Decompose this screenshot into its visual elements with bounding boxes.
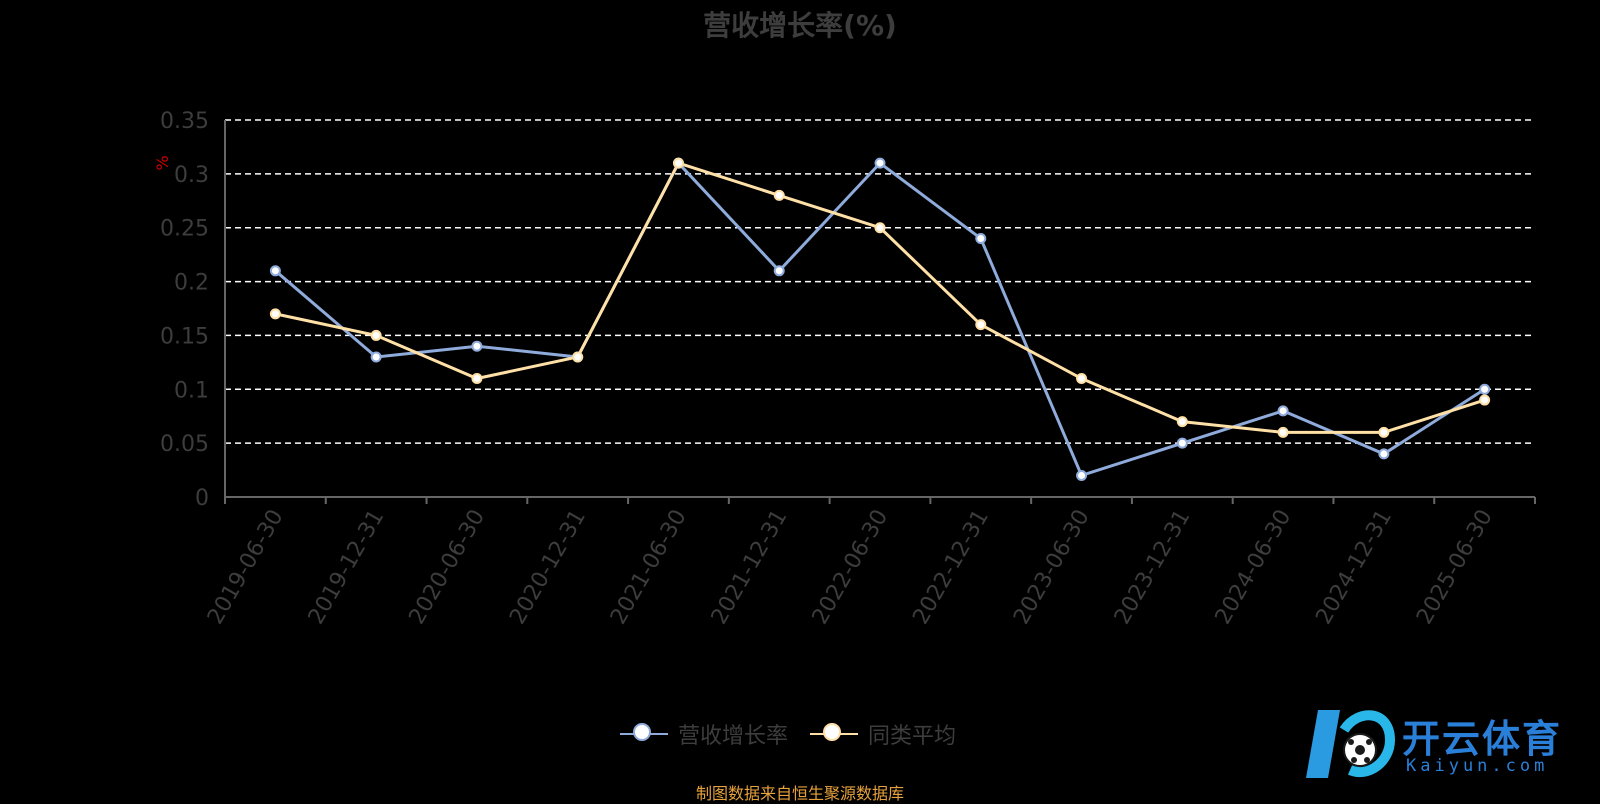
x-tick-label: 2019-06-30 [203,506,289,629]
data-point-series-2 [1479,394,1491,406]
x-tick-label: 2019-12-31 [304,506,390,629]
x-tick-label: 2023-12-31 [1110,506,1196,629]
series-line-1 [274,160,1486,478]
data-point-series-1 [975,232,987,244]
y-tick-label: 0.2 [174,271,209,296]
data-point-series-1 [874,157,886,169]
x-tick-label: 2020-06-30 [405,506,491,629]
data-point-series-1 [1479,383,1491,395]
x-tick-label: 2020-12-31 [505,506,591,629]
x-tick-label: 2021-06-30 [606,506,692,629]
source-note: 制图数据来自恒生聚源数据库 [695,784,904,803]
data-point-series-2 [1076,373,1088,385]
legend-label-series-2: 同类平均 [868,724,957,749]
data-point-series-1 [1378,448,1390,460]
x-tick-label: 2021-12-31 [707,506,793,629]
y-tick-label: 0.05 [160,432,209,457]
brand-logo-icon [1306,710,1396,778]
x-tick-label: 2022-06-30 [808,506,894,629]
data-point-series-1 [1176,437,1188,449]
data-point-series-1 [1076,469,1088,481]
legend: 营收增长率 同类平均 [620,718,978,750]
legend-item-series-1[interactable]: 营收增长率 [620,718,788,750]
data-point-series-2 [370,329,382,341]
brand-watermark: 开云体育 Kaiyun.com [1298,700,1588,790]
x-tick-label: 2022-12-31 [908,506,994,629]
x-tick-label: 2023-06-30 [1009,506,1095,629]
x-tick-label: 2025-06-30 [1412,506,1498,629]
data-point-series-1 [773,265,785,277]
x-tick-label: 2024-12-31 [1311,506,1397,629]
data-point-series-1 [370,351,382,363]
data-point-series-2 [874,222,886,234]
brand-domain: Kaiyun.com [1406,756,1549,776]
data-point-series-2 [975,319,987,331]
data-point-series-2 [773,189,785,201]
y-tick-label: 0.3 [174,163,209,188]
y-tick-label: 0.25 [160,217,209,242]
data-point-series-2 [1378,426,1390,438]
data-point-series-2 [1277,426,1289,438]
legend-label-series-1: 营收增长率 [678,724,789,749]
data-point-series-1 [471,340,483,352]
y-tick-label: 0.1 [174,378,209,403]
y-tick-label: 0 [195,486,209,511]
data-point-series-1 [269,265,281,277]
y-axis-unit: % [153,155,172,170]
data-point-series-2 [471,373,483,385]
legend-marker-series-1 [620,721,668,747]
legend-marker-series-2 [810,721,859,747]
data-point-series-2 [1176,416,1188,428]
brand-name: 开云体育 [1402,717,1563,761]
y-tick-label: 0.35 [160,109,209,134]
data-point-series-2 [269,308,281,320]
legend-item-series-2[interactable]: 同类平均 [810,718,956,750]
data-point-series-2 [572,351,584,363]
data-point-series-2 [672,157,684,169]
x-tick-label: 2024-06-30 [1211,506,1297,629]
data-point-series-1 [1277,405,1289,417]
series-line-2 [275,161,1486,434]
chart-title: 营收增长率(%) [703,9,897,42]
y-tick-label: 0.15 [160,324,209,349]
